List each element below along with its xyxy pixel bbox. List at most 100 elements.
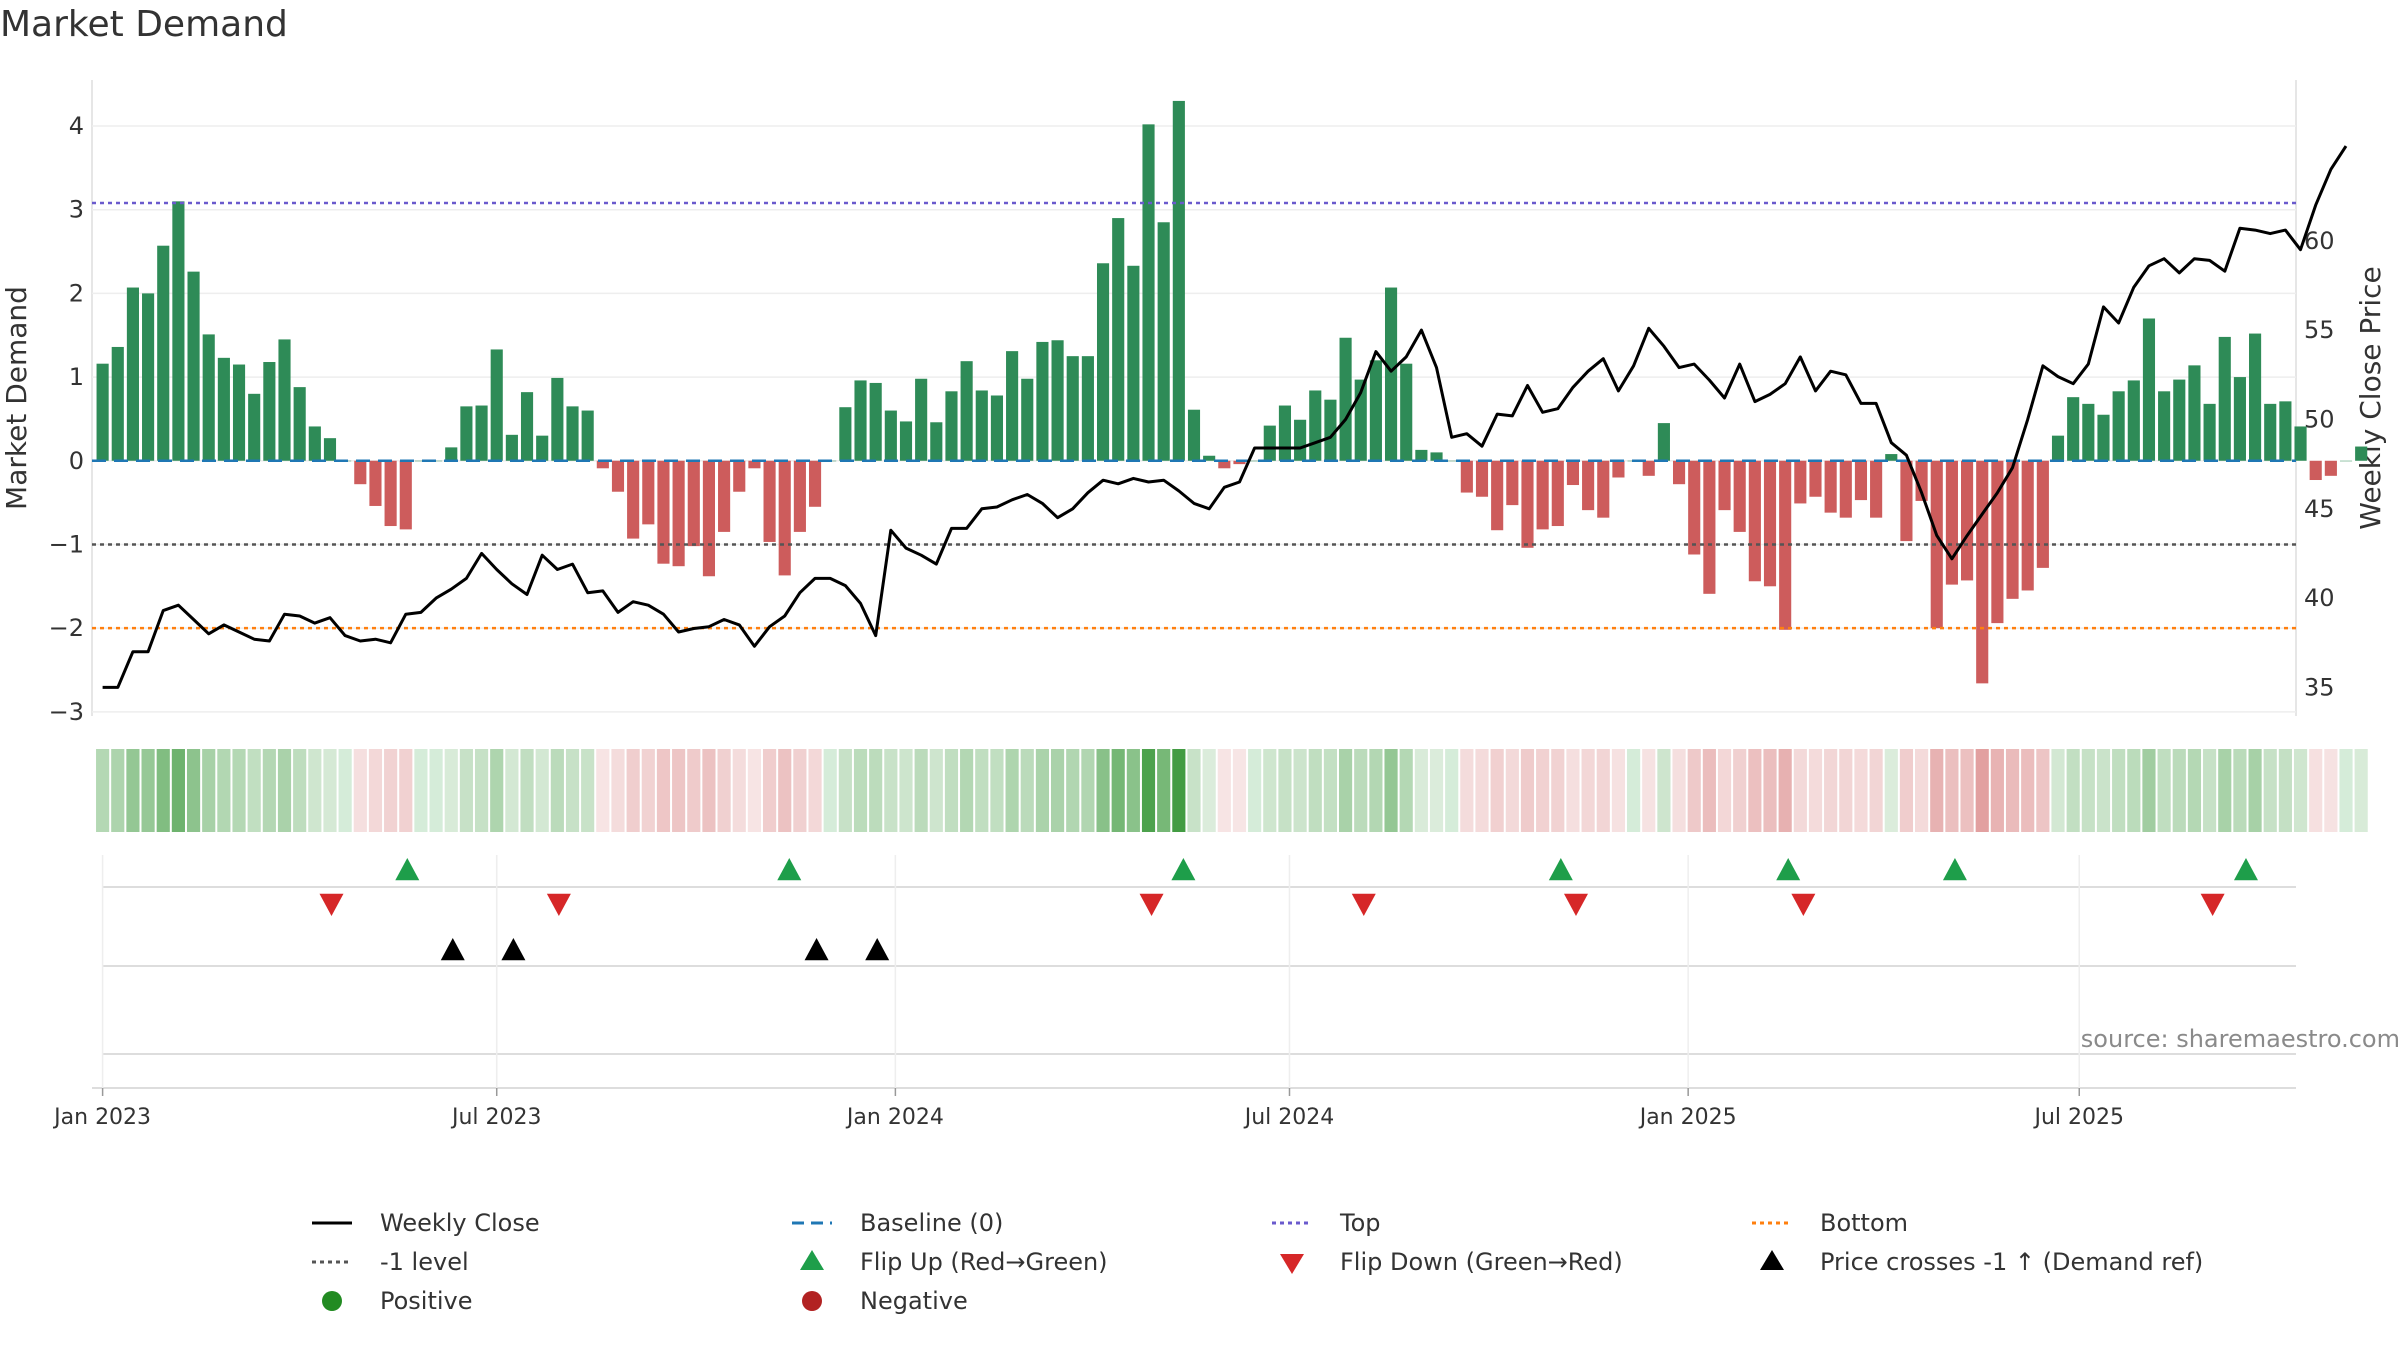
heat-cell — [1824, 749, 1838, 832]
demand-bar — [278, 339, 291, 461]
demand-bar — [1157, 222, 1170, 461]
demand-bar — [1566, 460, 1580, 486]
demand-bar — [627, 460, 640, 539]
heat-cell — [1005, 749, 1019, 832]
demand-bar — [1672, 460, 1686, 485]
demand-bar — [1870, 460, 1883, 518]
heat-cell — [990, 749, 1004, 832]
heat-cell — [1581, 749, 1595, 832]
demand-bar — [445, 447, 458, 461]
demand-bar — [1536, 460, 1549, 530]
demand-bar — [1748, 460, 1761, 582]
demand-bar — [1384, 287, 1398, 461]
heat-cell — [1339, 749, 1353, 832]
heat-cell — [2324, 749, 2338, 832]
heat-cell — [232, 749, 246, 832]
legend-label: -1 level — [380, 1248, 469, 1276]
heat-cell — [1915, 749, 1929, 832]
flip-up-marker — [1942, 858, 1967, 881]
x-tick-label: Jul 2023 — [450, 1105, 542, 1130]
legend-swatch — [1752, 1221, 1792, 1225]
heat-cell — [1187, 749, 1201, 832]
heat-cell — [293, 749, 307, 832]
demand-bar — [2021, 460, 2034, 591]
demand-bar — [1096, 263, 1110, 461]
demand-bar — [808, 460, 822, 507]
demand-bar — [248, 393, 261, 461]
demand-bar — [1642, 460, 1655, 476]
legend-item: Price crosses -1 ↑ (Demand ref) — [1740, 1244, 2203, 1280]
demand-bar — [2339, 460, 2353, 462]
demand-bar — [1582, 460, 1595, 511]
y-axis-label: Market Demand — [0, 286, 33, 510]
price-cross-marker — [440, 938, 465, 961]
demand-bar — [157, 245, 170, 461]
x-tick-label: Jul 2025 — [2032, 1105, 2124, 1130]
demand-bar — [490, 349, 503, 461]
price-cross-marker — [501, 938, 526, 961]
flip-up-marker — [777, 858, 802, 881]
y2-tick-label: 60 — [2304, 227, 2335, 255]
heat-cell — [1808, 749, 1823, 832]
heat-cell — [1217, 749, 1231, 832]
x-tick-label: Jan 2025 — [1638, 1105, 1737, 1130]
y2-tick-label: 45 — [2304, 495, 2335, 523]
heat-cell — [1096, 749, 1110, 832]
chart-title: Market Demand — [0, 4, 288, 45]
heat-cell — [2263, 749, 2277, 832]
heat-cell — [960, 749, 974, 832]
y-tick-label: 3 — [69, 196, 84, 224]
demand-bar — [1460, 460, 1473, 493]
demand-bar — [1900, 460, 1913, 542]
legend-label: Negative — [860, 1287, 968, 1315]
heat-cell — [1793, 749, 1807, 832]
demand-bar — [1021, 378, 1034, 461]
demand-bar — [1779, 460, 1792, 630]
heat-cell — [2127, 749, 2141, 832]
demand-bar — [1051, 340, 1064, 461]
y-tick-label: −3 — [49, 698, 84, 726]
demand-bar — [2067, 397, 2080, 461]
demand-bar — [1491, 460, 1504, 531]
demand-bar — [323, 438, 337, 461]
demand-bar — [899, 421, 913, 461]
heat-cell — [1035, 749, 1049, 832]
demand-bar — [1885, 454, 1898, 461]
heat-cell — [1475, 749, 1489, 832]
legend-label: Top — [1340, 1209, 1381, 1237]
legend-swatch — [792, 1221, 832, 1225]
heat-cell — [626, 749, 640, 832]
legend-label: Weekly Close — [380, 1209, 540, 1237]
demand-bar — [854, 380, 867, 461]
flip-down-marker — [1351, 893, 1376, 916]
heat-cell — [1308, 749, 1322, 832]
heat-cell — [1657, 749, 1671, 832]
demand-bar — [960, 361, 973, 461]
legend-item: Negative — [780, 1283, 968, 1319]
heat-cell — [762, 749, 777, 832]
heat-cell — [202, 749, 216, 832]
demand-bar — [430, 460, 443, 462]
demand-bar — [1976, 460, 1989, 684]
heat-cell — [732, 749, 746, 832]
demand-bar — [142, 293, 155, 461]
heat-cell — [262, 749, 276, 832]
heat-cell — [399, 749, 413, 832]
demand-bar — [187, 271, 200, 461]
heat-cell — [2248, 749, 2262, 832]
heat-cell — [929, 749, 943, 832]
heat-cell — [1778, 749, 1792, 832]
flip-down-marker — [319, 893, 344, 916]
heat-cell — [1717, 749, 1732, 832]
flip-up-marker — [395, 858, 420, 881]
legend-label: Flip Up (Red→Green) — [860, 1248, 1108, 1276]
heat-cell — [353, 749, 367, 832]
demand-bar — [1369, 360, 1382, 461]
heat-cell — [2233, 749, 2247, 832]
heat-cell — [156, 749, 170, 832]
demand-bar — [172, 201, 185, 461]
heat-cell — [1232, 749, 1247, 832]
heat-cell — [1490, 749, 1504, 832]
heat-cell — [1642, 749, 1656, 832]
